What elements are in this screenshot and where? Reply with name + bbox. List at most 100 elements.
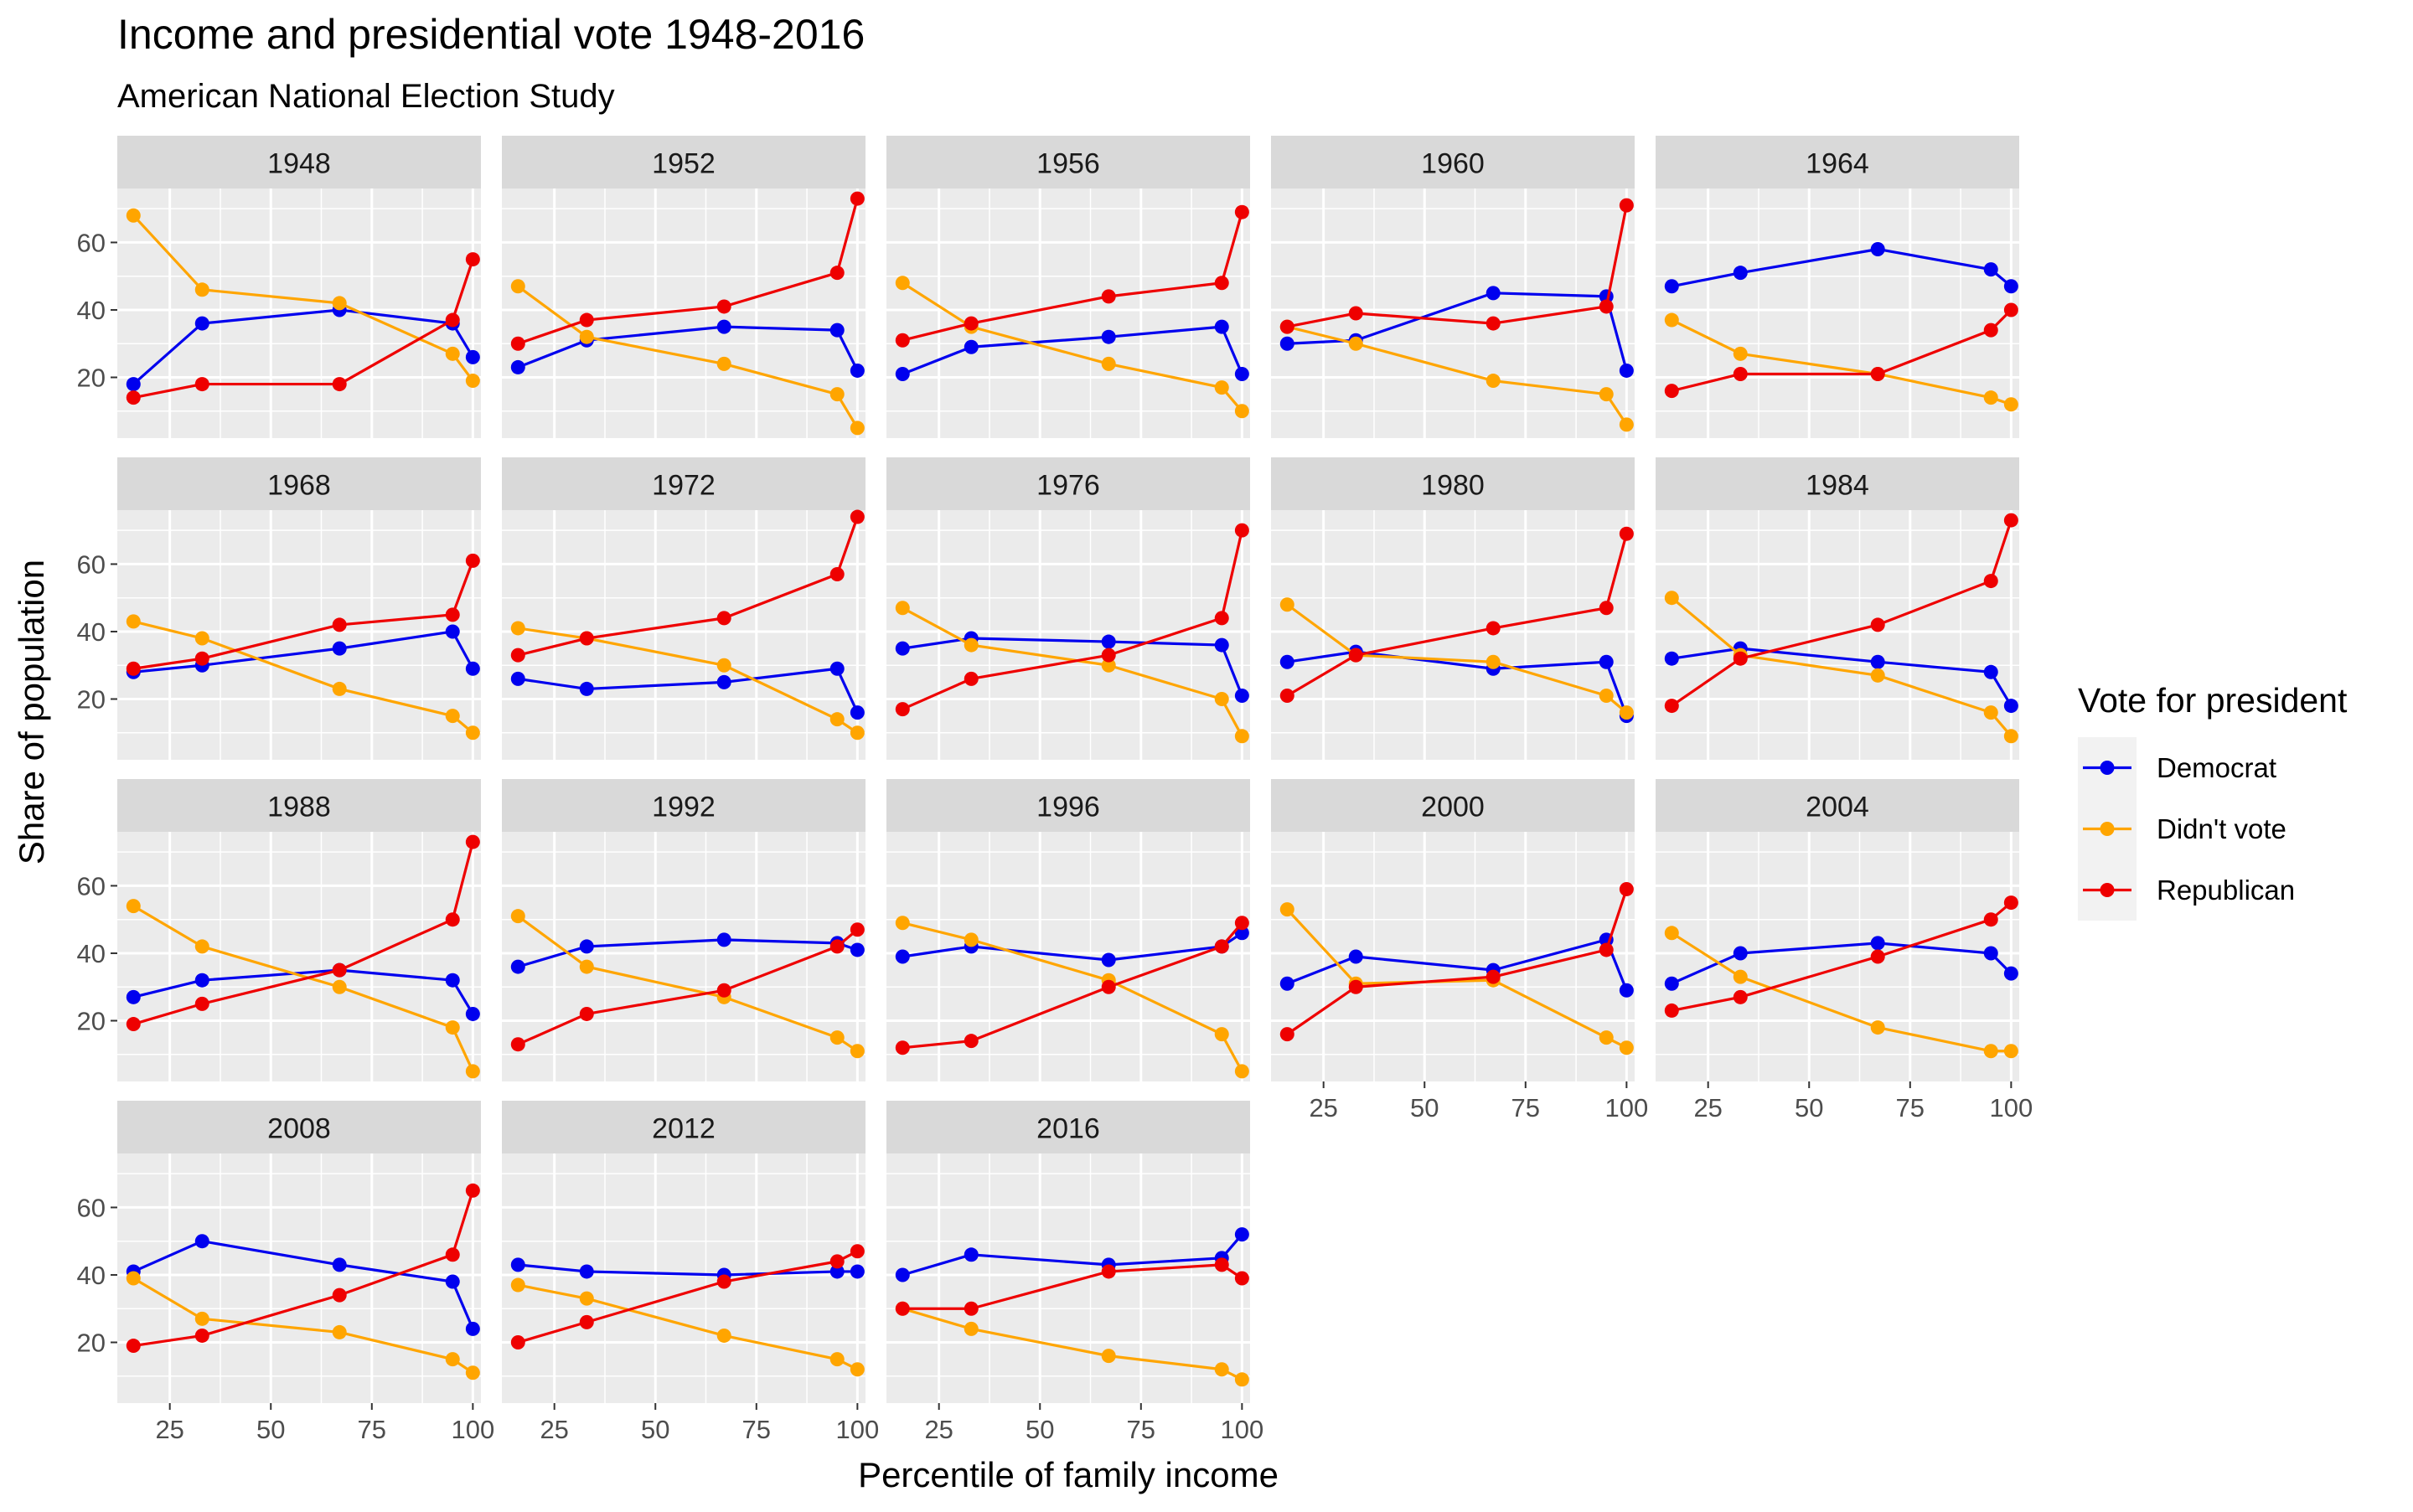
data-point-didn-t-vote [465, 1064, 480, 1079]
data-point-republican [2003, 513, 2018, 528]
data-point-republican [510, 1037, 525, 1052]
data-point-republican [126, 390, 141, 405]
facet-1992: 1992 [502, 779, 865, 1081]
facet-strip [1271, 457, 1635, 510]
panel-background [502, 188, 865, 438]
data-point-democrat [829, 1264, 845, 1279]
panel-background [886, 188, 1250, 438]
data-point-didn-t-vote [829, 1030, 845, 1045]
data-point-didn-t-vote [2003, 729, 2018, 744]
facet-1976: 1976 [886, 457, 1250, 760]
legend-key-point [2100, 761, 2115, 775]
facet-1948: 1948 20 40 60 [77, 136, 481, 438]
data-point-didn-t-vote [332, 296, 347, 311]
data-point-democrat [1983, 664, 1998, 679]
data-point-didn-t-vote [829, 1352, 845, 1367]
data-point-democrat [579, 1264, 594, 1279]
data-point-democrat [1348, 949, 1363, 964]
data-point-republican [1101, 1264, 1116, 1279]
data-point-democrat [716, 674, 731, 689]
data-point-democrat [1279, 976, 1294, 991]
data-point-didn-t-vote [716, 356, 731, 371]
facet-label: 2000 [1421, 792, 1485, 823]
data-point-democrat [1983, 262, 1998, 277]
data-point-democrat [2003, 699, 2018, 714]
data-point-democrat [1214, 319, 1229, 334]
data-point-democrat [829, 323, 845, 338]
data-point-democrat [1486, 286, 1501, 301]
data-point-democrat [1214, 637, 1229, 653]
data-point-didn-t-vote [465, 725, 480, 741]
x-tick-label: 100 [451, 1415, 494, 1444]
facet-strip [117, 1101, 481, 1153]
data-point-didn-t-vote [126, 899, 141, 914]
data-point-didn-t-vote [1619, 1040, 1634, 1055]
data-point-republican [1234, 1271, 1249, 1286]
data-point-republican [829, 1254, 845, 1269]
data-point-democrat [510, 671, 525, 686]
y-tick-label: 20 [77, 1329, 106, 1358]
data-point-republican [895, 702, 910, 717]
facet-2012: 2012 25 50 75 100 [502, 1101, 879, 1444]
data-point-democrat [850, 363, 865, 378]
data-point-republican [1983, 574, 1998, 589]
data-point-republican [1234, 204, 1249, 219]
facet-label: 1952 [652, 148, 716, 180]
data-point-democrat [445, 1274, 460, 1289]
data-point-democrat [1733, 266, 1748, 281]
data-point-republican [194, 377, 209, 392]
data-point-republican [510, 648, 525, 663]
facet-strip [886, 136, 1250, 188]
data-point-democrat [1619, 363, 1634, 378]
chart-title: Income and presidential vote 1948-2016 [117, 11, 865, 58]
data-point-didn-t-vote [1214, 1027, 1229, 1042]
data-point-didn-t-vote [332, 979, 347, 994]
x-tick-label: 75 [1896, 1093, 1925, 1122]
data-point-republican [1279, 319, 1294, 334]
data-point-didn-t-vote [1599, 387, 1614, 402]
data-point-didn-t-vote [1619, 705, 1634, 720]
facet-label: 1988 [267, 792, 331, 823]
data-point-republican [445, 1247, 460, 1262]
facet-label: 2004 [1806, 792, 1869, 823]
data-point-republican [964, 1301, 979, 1316]
data-point-republican [1348, 306, 1363, 321]
data-point-didn-t-vote [895, 276, 910, 291]
data-point-republican [579, 312, 594, 328]
data-point-didn-t-vote [2003, 397, 2018, 412]
panel-background [502, 1153, 865, 1403]
data-point-didn-t-vote [1101, 356, 1116, 371]
y-tick-label: 60 [77, 871, 106, 900]
facet-strip [117, 136, 481, 188]
data-point-didn-t-vote [850, 421, 865, 436]
data-point-didn-t-vote [579, 959, 594, 974]
data-point-republican [716, 611, 731, 626]
facet-1984: 1984 [1656, 457, 2019, 760]
x-tick-label: 75 [358, 1415, 386, 1444]
data-point-democrat [1101, 634, 1116, 649]
facet-1960: 1960 [1271, 136, 1635, 438]
data-point-didn-t-vote [1599, 1030, 1614, 1045]
data-point-republican [332, 617, 347, 632]
data-point-didn-t-vote [829, 712, 845, 727]
legend: Vote for president Democrat Didn't vote Re… [2078, 681, 2348, 921]
data-point-didn-t-vote [1486, 654, 1501, 669]
data-point-didn-t-vote [1983, 705, 1998, 720]
x-tick-label: 25 [1693, 1093, 1722, 1122]
data-point-republican [1733, 989, 1748, 1004]
facet-label: 1948 [267, 148, 331, 180]
facet-2000: 2000 25 50 75 100 [1271, 779, 1648, 1122]
data-point-republican [1214, 1257, 1229, 1272]
data-point-didn-t-vote [1870, 1020, 1885, 1035]
data-point-didn-t-vote [1234, 729, 1249, 744]
facet-label: 1980 [1421, 470, 1485, 502]
x-tick-label: 25 [155, 1415, 183, 1444]
facet-1952: 1952 [502, 136, 865, 438]
data-point-democrat [1101, 329, 1116, 344]
data-point-republican [126, 661, 141, 676]
data-point-didn-t-vote [510, 1277, 525, 1293]
data-point-didn-t-vote [194, 282, 209, 297]
data-point-republican [850, 922, 865, 937]
data-point-didn-t-vote [194, 939, 209, 954]
